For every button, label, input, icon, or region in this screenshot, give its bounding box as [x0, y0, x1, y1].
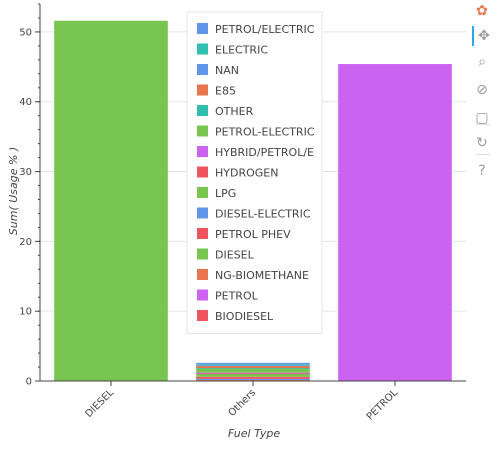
- help-tool-icon[interactable]: ?: [478, 163, 486, 179]
- x-tick-label: PETROL: [365, 387, 401, 423]
- pan-tool-icon[interactable]: ✥: [472, 26, 494, 46]
- legend-swatch: [197, 289, 208, 301]
- legend-swatch: [197, 187, 208, 198]
- axes: [35, 3, 466, 386]
- legend-swatch: [197, 23, 208, 34]
- legend-swatch: [197, 84, 208, 96]
- legend-swatch: [197, 269, 208, 280]
- bar-segment-hybrid-petrol-e: [196, 372, 310, 374]
- legend-label: ELECTRIC: [215, 44, 268, 57]
- legend-label: DIESEL: [215, 249, 255, 262]
- legend-label: NAN: [215, 64, 239, 77]
- legend-label: BIODIESEL: [215, 310, 274, 323]
- bars: [54, 20, 452, 382]
- bar-chart: 0 10 20 30 40 50 DIESEL Others PETROL Sum( Usag…: [7, 3, 466, 440]
- legend-swatch: [197, 64, 208, 75]
- legend-swatch: [197, 310, 208, 321]
- legend-swatch: [197, 207, 208, 219]
- legend-swatch: [197, 228, 208, 239]
- legend-swatch: [197, 43, 208, 55]
- legend-label: HYDROGEN: [215, 167, 278, 180]
- legend-box: [186, 11, 323, 334]
- bar-segment-diesel-electric: [196, 378, 310, 380]
- legend-label: PETROL PHEV: [215, 228, 291, 241]
- bar-segment-ng-biomethane: [196, 379, 310, 381]
- bar-diesel: [54, 20, 168, 382]
- bar-segment-petrol-electric: [196, 368, 310, 373]
- y-tick-label: 50: [19, 27, 32, 38]
- legend-label: HYBRID/PETROL/E: [215, 146, 314, 159]
- legend-swatch: [197, 146, 208, 157]
- y-tick-label: 30: [19, 167, 32, 178]
- wheel-zoom-tool-icon[interactable]: ⊘: [476, 82, 488, 98]
- y-tick-label: 40: [19, 97, 32, 108]
- toolbar-separator: [476, 124, 490, 125]
- box-zoom-tool-icon[interactable]: ⌕: [478, 54, 486, 70]
- bar-segment-electric: [196, 364, 310, 366]
- y-axis-title: Sum( Usage % ): [7, 147, 20, 235]
- legend: PETROL/ELECTRIC ELECTRIC NAN E85 OTHER PETROL…: [186, 11, 323, 334]
- legend-label: PETROL-ELECTRIC: [215, 126, 315, 139]
- chart-toolbar: ✿ ✥ ⌕ ⊘ ▢ ↻?: [466, 0, 500, 200]
- bar-petrol: [338, 64, 452, 381]
- legend-swatch: [197, 105, 208, 116]
- bar-segment-lpg: [196, 373, 310, 377]
- y-tick-label: 20: [19, 237, 32, 248]
- legend-label: LPG: [215, 187, 236, 200]
- toolbar-separator: [476, 154, 490, 155]
- legend-label: DIESEL-ELECTRIC: [215, 208, 311, 221]
- y-tick-label: 10: [19, 307, 32, 318]
- legend-label: PETROL/ELECTRIC: [215, 23, 315, 36]
- bar-segment-hydrogen: [196, 373, 310, 375]
- bar-segment-petrol-phev: [196, 376, 310, 379]
- legend-label: NG-BIOMETHANE: [215, 269, 309, 282]
- bokeh-logo: ✿: [476, 3, 488, 19]
- bar-segment-e85: [196, 365, 310, 369]
- bar-segment-nan: [196, 365, 310, 367]
- legend-swatch: [197, 166, 208, 178]
- x-tick-label: Others: [227, 387, 259, 419]
- y-tick-labels: 0 10 20 30 40 50: [19, 27, 32, 387]
- legend-label: E85: [215, 85, 236, 98]
- bar-segment-other: [196, 368, 310, 369]
- y-tick-label: 0: [26, 377, 32, 388]
- x-axis-title: Fuel Type: [228, 427, 280, 440]
- x-tick-label: DIESEL: [83, 387, 116, 420]
- legend-label: OTHER: [215, 105, 254, 118]
- bar-segment-petrol-electric: [196, 362, 310, 365]
- legend-label: PETROL: [215, 290, 259, 303]
- reset-tool-icon[interactable]: ↻: [476, 135, 488, 151]
- x-tick-labels: DIESEL Others PETROL: [83, 387, 400, 423]
- legend-swatch: [197, 125, 208, 137]
- legend-swatch: [197, 248, 208, 260]
- save-tool-icon[interactable]: ▢: [475, 110, 489, 126]
